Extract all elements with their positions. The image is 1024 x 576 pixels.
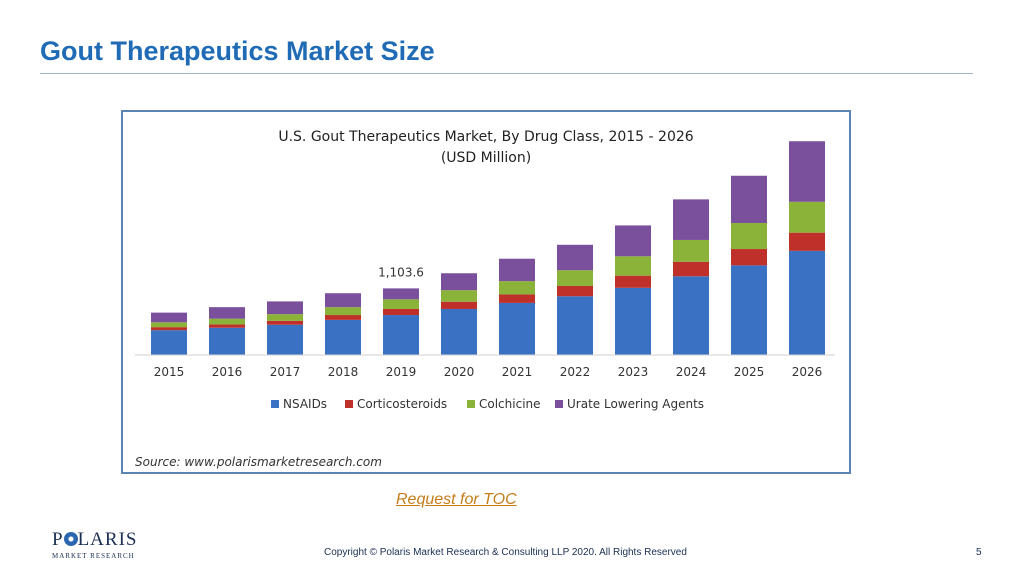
x-tick-labels: 2015 2016 2017 2018 2019 2020 2021 2022 2023 2024… bbox=[154, 365, 823, 379]
bar-2021-urate-lowering-agents bbox=[499, 258, 535, 282]
bar-2024-corticosteroids bbox=[673, 261, 709, 277]
bar-2022-urate-lowering-agents bbox=[557, 244, 593, 271]
bar-2026-colchicine bbox=[789, 201, 825, 233]
bar-2022-colchicine bbox=[557, 270, 593, 286]
bar-2026-corticosteroids bbox=[789, 232, 825, 251]
bar-2022-nsaids bbox=[557, 296, 593, 355]
bar-2019-colchicine bbox=[383, 299, 419, 309]
chart-subtitle: (USD Million) bbox=[441, 150, 531, 166]
bar-2023-corticosteroids bbox=[615, 275, 651, 288]
bar-2025-urate-lowering-agents bbox=[731, 175, 767, 223]
x-tick-label: 2025 bbox=[734, 365, 765, 379]
bar-2016-colchicine bbox=[209, 318, 245, 325]
copyright-text: Copyright © Polaris Market Research & Co… bbox=[324, 547, 687, 558]
bar-2019-urate-lowering-agents bbox=[383, 288, 419, 300]
bar-group bbox=[151, 141, 825, 355]
annotations: 1,103.6 bbox=[378, 265, 424, 279]
x-tick-label: 2023 bbox=[618, 365, 649, 379]
bar-2020-colchicine bbox=[441, 290, 477, 302]
bar-2016-corticosteroids bbox=[209, 324, 245, 328]
x-tick-label: 2024 bbox=[676, 365, 707, 379]
chart-source: Source: www.polarismarketresearch.com bbox=[135, 455, 382, 469]
chart-title: U.S. Gout Therapeutics Market, By Drug C… bbox=[278, 129, 693, 145]
bar-2015-corticosteroids bbox=[151, 327, 187, 331]
x-tick-label: 2019 bbox=[386, 365, 417, 379]
request-toc-link[interactable]: Request for TOC bbox=[396, 491, 517, 508]
legend-label: Urate Lowering Agents bbox=[567, 397, 704, 411]
bar-2015-nsaids bbox=[151, 330, 187, 355]
bar-2018-nsaids bbox=[325, 319, 361, 355]
bar-2026-nsaids bbox=[789, 250, 825, 355]
bar-2016-nsaids bbox=[209, 327, 245, 355]
x-tick-label: 2020 bbox=[444, 365, 475, 379]
bar-2018-colchicine bbox=[325, 307, 361, 316]
bar-2015-colchicine bbox=[151, 322, 187, 328]
chart-legend: NSAIDs Corticosteroids Colchicine Urate Low… bbox=[271, 397, 704, 411]
bar-2015-urate-lowering-agents bbox=[151, 312, 187, 323]
stacked-bar-chart: U.S. Gout Therapeutics Market, By Drug C… bbox=[135, 129, 835, 469]
legend-label: NSAIDs bbox=[283, 397, 327, 411]
legend-label: Colchicine bbox=[479, 397, 541, 411]
polaris-logo: P LARIS MARKET RESEARCH bbox=[52, 530, 137, 560]
bar-2019-corticosteroids bbox=[383, 308, 419, 316]
bar-2018-corticosteroids bbox=[325, 315, 361, 320]
bar-2021-colchicine bbox=[499, 281, 535, 295]
bar-2017-corticosteroids bbox=[267, 320, 303, 325]
x-tick-label: 2022 bbox=[560, 365, 591, 379]
logo-wordmark: P LARIS bbox=[52, 529, 138, 550]
legend-swatch bbox=[555, 400, 563, 408]
bar-2021-corticosteroids bbox=[499, 294, 535, 303]
bar-2017-colchicine bbox=[267, 314, 303, 321]
x-tick-label: 2017 bbox=[270, 365, 301, 379]
chart-frame: U.S. Gout Therapeutics Market, By Drug C… bbox=[121, 110, 851, 474]
bar-2025-corticosteroids bbox=[731, 249, 767, 266]
legend-swatch bbox=[271, 400, 279, 408]
bar-2025-nsaids bbox=[731, 265, 767, 355]
bar-2023-urate-lowering-agents bbox=[615, 225, 651, 257]
title-divider bbox=[40, 73, 973, 74]
bar-2017-nsaids bbox=[267, 324, 303, 355]
bar-2024-colchicine bbox=[673, 239, 709, 262]
bar-2016-urate-lowering-agents bbox=[209, 307, 245, 319]
logo-subtext: MARKET RESEARCH bbox=[52, 552, 135, 560]
x-tick-label: 2021 bbox=[502, 365, 533, 379]
slide-title: Gout Therapeutics Market Size bbox=[40, 36, 435, 66]
x-tick-label: 2018 bbox=[328, 365, 359, 379]
data-label: 1,103.6 bbox=[378, 265, 424, 279]
bar-2023-colchicine bbox=[615, 256, 651, 276]
bar-2025-colchicine bbox=[731, 222, 767, 250]
legend-label: Corticosteroids bbox=[357, 397, 447, 411]
bar-2020-nsaids bbox=[441, 308, 477, 355]
bar-2024-urate-lowering-agents bbox=[673, 199, 709, 240]
bar-2023-nsaids bbox=[615, 287, 651, 355]
bar-2026-urate-lowering-agents bbox=[789, 141, 825, 202]
x-tick-label: 2016 bbox=[212, 365, 243, 379]
x-tick-label: 2026 bbox=[792, 365, 823, 379]
bar-2022-corticosteroids bbox=[557, 285, 593, 297]
logo-star-icon bbox=[63, 532, 78, 546]
bar-2021-nsaids bbox=[499, 302, 535, 355]
legend-swatch bbox=[467, 400, 475, 408]
page-number: 5 bbox=[976, 547, 982, 558]
bar-2020-corticosteroids bbox=[441, 301, 477, 309]
bar-2020-urate-lowering-agents bbox=[441, 273, 477, 291]
x-tick-label: 2015 bbox=[154, 365, 185, 379]
bar-2017-urate-lowering-agents bbox=[267, 301, 303, 315]
bar-2018-urate-lowering-agents bbox=[325, 293, 361, 308]
bar-2024-nsaids bbox=[673, 276, 709, 355]
bar-2019-nsaids bbox=[383, 315, 419, 355]
legend-swatch bbox=[345, 400, 353, 408]
